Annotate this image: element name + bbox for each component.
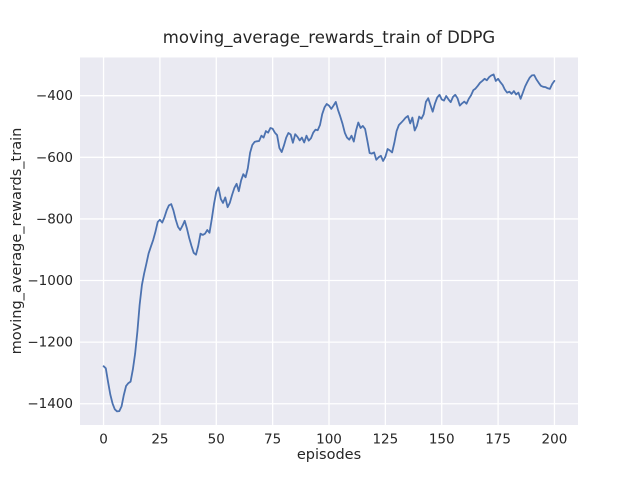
y-axis-label: moving_average_rewards_train [9,127,25,355]
y-tick-label: −800 [36,211,73,227]
y-tick-label: −1400 [27,396,73,412]
y-tick-label: −400 [36,88,73,104]
x-tick-label: 200 [542,432,568,448]
chart-title: moving_average_rewards_train of DDPG [162,28,496,47]
x-tick-label: 0 [99,432,108,448]
y-tick-label: −1200 [27,335,73,351]
y-tick-label: −600 [36,150,73,166]
x-tick-label: 75 [264,432,281,448]
x-axis-label: episodes [296,447,362,463]
y-tick-label: −1000 [27,273,73,289]
x-tick-label: 175 [485,432,511,448]
x-tick-label: 125 [372,432,398,448]
x-tick-label: 100 [316,432,342,448]
series-line [102,73,556,413]
x-tick-label: 50 [208,432,225,448]
x-tick-label: 25 [151,432,168,448]
x-tick-label: 150 [429,432,455,448]
